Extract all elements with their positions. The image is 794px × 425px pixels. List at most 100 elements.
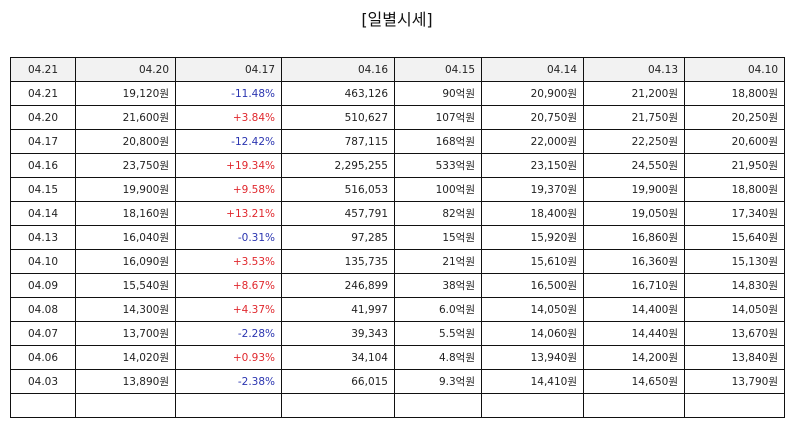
data-cell: 04.07 xyxy=(10,321,76,346)
header-cell: 04.13 xyxy=(583,57,685,82)
data-cell: 13,790원 xyxy=(684,369,785,394)
data-cell: 20,250원 xyxy=(684,105,785,130)
data-cell: 04.14 xyxy=(10,201,76,226)
data-cell: 66,015 xyxy=(281,369,395,394)
data-cell: 15,640원 xyxy=(684,225,785,250)
header-cell: 04.16 xyxy=(281,57,395,82)
data-cell: 04.15 xyxy=(10,177,76,202)
data-cell: 41,997 xyxy=(281,297,395,322)
data-cell: 20,750원 xyxy=(481,105,584,130)
data-cell: 19,900원 xyxy=(75,177,176,202)
data-cell: 18,400원 xyxy=(481,201,584,226)
change-cell: -2.28% xyxy=(175,321,282,346)
data-cell: 97,285 xyxy=(281,225,395,250)
empty-cell xyxy=(583,393,685,418)
change-cell: +13.21% xyxy=(175,201,282,226)
data-cell: 04.13 xyxy=(10,225,76,250)
data-cell: 24,550원 xyxy=(583,153,685,178)
data-row: 04.13 16,040원 -0.31% 97,285 15억원 15,920원 16,86… xyxy=(10,225,785,250)
data-cell: 6.0억원 xyxy=(394,297,482,322)
data-cell: 14,650원 xyxy=(583,369,685,394)
data-cell: 18,160원 xyxy=(75,201,176,226)
change-cell: +3.84% xyxy=(175,105,282,130)
data-cell: 04.09 xyxy=(10,273,76,298)
data-cell: 14,060원 xyxy=(481,321,584,346)
data-cell: 15,130원 xyxy=(684,249,785,274)
data-cell: 04.10 xyxy=(10,249,76,274)
data-cell: 21억원 xyxy=(394,249,482,274)
data-cell: 22,250원 xyxy=(583,129,685,154)
data-cell: 135,735 xyxy=(281,249,395,274)
data-cell: 82억원 xyxy=(394,201,482,226)
empty-row xyxy=(10,393,785,418)
empty-cell xyxy=(394,393,482,418)
data-cell: 34,104 xyxy=(281,345,395,370)
data-row: 04.16 23,750원 +19.34% 2,295,255 533억원 23,150원… xyxy=(10,153,785,178)
data-cell: 18,800원 xyxy=(684,177,785,202)
data-cell: 100억원 xyxy=(394,177,482,202)
data-row: 04.10 16,090원 +3.53% 135,735 21억원 15,610원 16,3… xyxy=(10,249,785,274)
change-cell: -0.31% xyxy=(175,225,282,250)
data-cell: 787,115 xyxy=(281,129,395,154)
data-cell: 15,920원 xyxy=(481,225,584,250)
header-cell: 04.20 xyxy=(75,57,176,82)
header-cell: 04.10 xyxy=(684,57,785,82)
empty-cell xyxy=(281,393,395,418)
data-cell: 16,090원 xyxy=(75,249,176,274)
data-cell: 21,750원 xyxy=(583,105,685,130)
empty-cell xyxy=(481,393,584,418)
data-row: 04.15 19,900원 +9.58% 516,053 100억원 19,370원 19,… xyxy=(10,177,785,202)
data-cell: 17,340원 xyxy=(684,201,785,226)
data-cell: 5.5억원 xyxy=(394,321,482,346)
data-cell: 14,050원 xyxy=(481,297,584,322)
empty-cell xyxy=(684,393,785,418)
data-cell: 21,950원 xyxy=(684,153,785,178)
data-cell: 14,410원 xyxy=(481,369,584,394)
change-cell: -2.38% xyxy=(175,369,282,394)
daily-price-table: 04.21 04.20 04.17 04.16 04.15 04.14 04.13 04.10… xyxy=(10,57,785,418)
data-cell: 13,840원 xyxy=(684,345,785,370)
data-cell: 463,126 xyxy=(281,81,395,106)
data-cell: 9.3억원 xyxy=(394,369,482,394)
data-cell: 16,710원 xyxy=(583,273,685,298)
data-cell: 14,020원 xyxy=(75,345,176,370)
data-cell: 15,610원 xyxy=(481,249,584,274)
empty-cell xyxy=(75,393,176,418)
data-cell: 16,860원 xyxy=(583,225,685,250)
data-row: 04.07 13,700원 -2.28% 39,343 5.5억원 14,060원 14,4… xyxy=(10,321,785,346)
data-cell: 04.17 xyxy=(10,129,76,154)
header-cell: 04.15 xyxy=(394,57,482,82)
data-cell: 20,900원 xyxy=(481,81,584,106)
data-row: 04.14 18,160원 +13.21% 457,791 82억원 18,400원 19,… xyxy=(10,201,785,226)
data-cell: 21,600원 xyxy=(75,105,176,130)
data-cell: 23,750원 xyxy=(75,153,176,178)
data-cell: 14,300원 xyxy=(75,297,176,322)
header-cell: 04.21 xyxy=(10,57,76,82)
data-cell: 510,627 xyxy=(281,105,395,130)
data-row: 04.09 15,540원 +8.67% 246,899 38억원 16,500원 16,7… xyxy=(10,273,785,298)
change-cell: +4.37% xyxy=(175,297,282,322)
data-cell: 20,600원 xyxy=(684,129,785,154)
data-cell: 19,050원 xyxy=(583,201,685,226)
data-cell: 04.16 xyxy=(10,153,76,178)
data-cell: 39,343 xyxy=(281,321,395,346)
page-title: [일별시세] xyxy=(361,10,433,29)
data-cell: 16,500원 xyxy=(481,273,584,298)
data-row: 04.17 20,800원 -12.42% 787,115 168억원 22,000원 22… xyxy=(10,129,785,154)
data-cell: 13,940원 xyxy=(481,345,584,370)
data-cell: 14,200원 xyxy=(583,345,685,370)
data-cell: 16,040원 xyxy=(75,225,176,250)
data-cell: 14,400원 xyxy=(583,297,685,322)
data-row: 04.03 13,890원 -2.38% 66,015 9.3억원 14,410원 14,6… xyxy=(10,369,785,394)
data-cell: 19,120원 xyxy=(75,81,176,106)
data-row: 04.08 14,300원 +4.37% 41,997 6.0억원 14,050원 14,4… xyxy=(10,297,785,322)
change-cell: -11.48% xyxy=(175,81,282,106)
data-cell: 14,830원 xyxy=(684,273,785,298)
data-cell: 516,053 xyxy=(281,177,395,202)
change-cell: +8.67% xyxy=(175,273,282,298)
data-cell: 38억원 xyxy=(394,273,482,298)
data-cell: 13,670원 xyxy=(684,321,785,346)
data-cell: 13,890원 xyxy=(75,369,176,394)
data-cell: 16,360원 xyxy=(583,249,685,274)
